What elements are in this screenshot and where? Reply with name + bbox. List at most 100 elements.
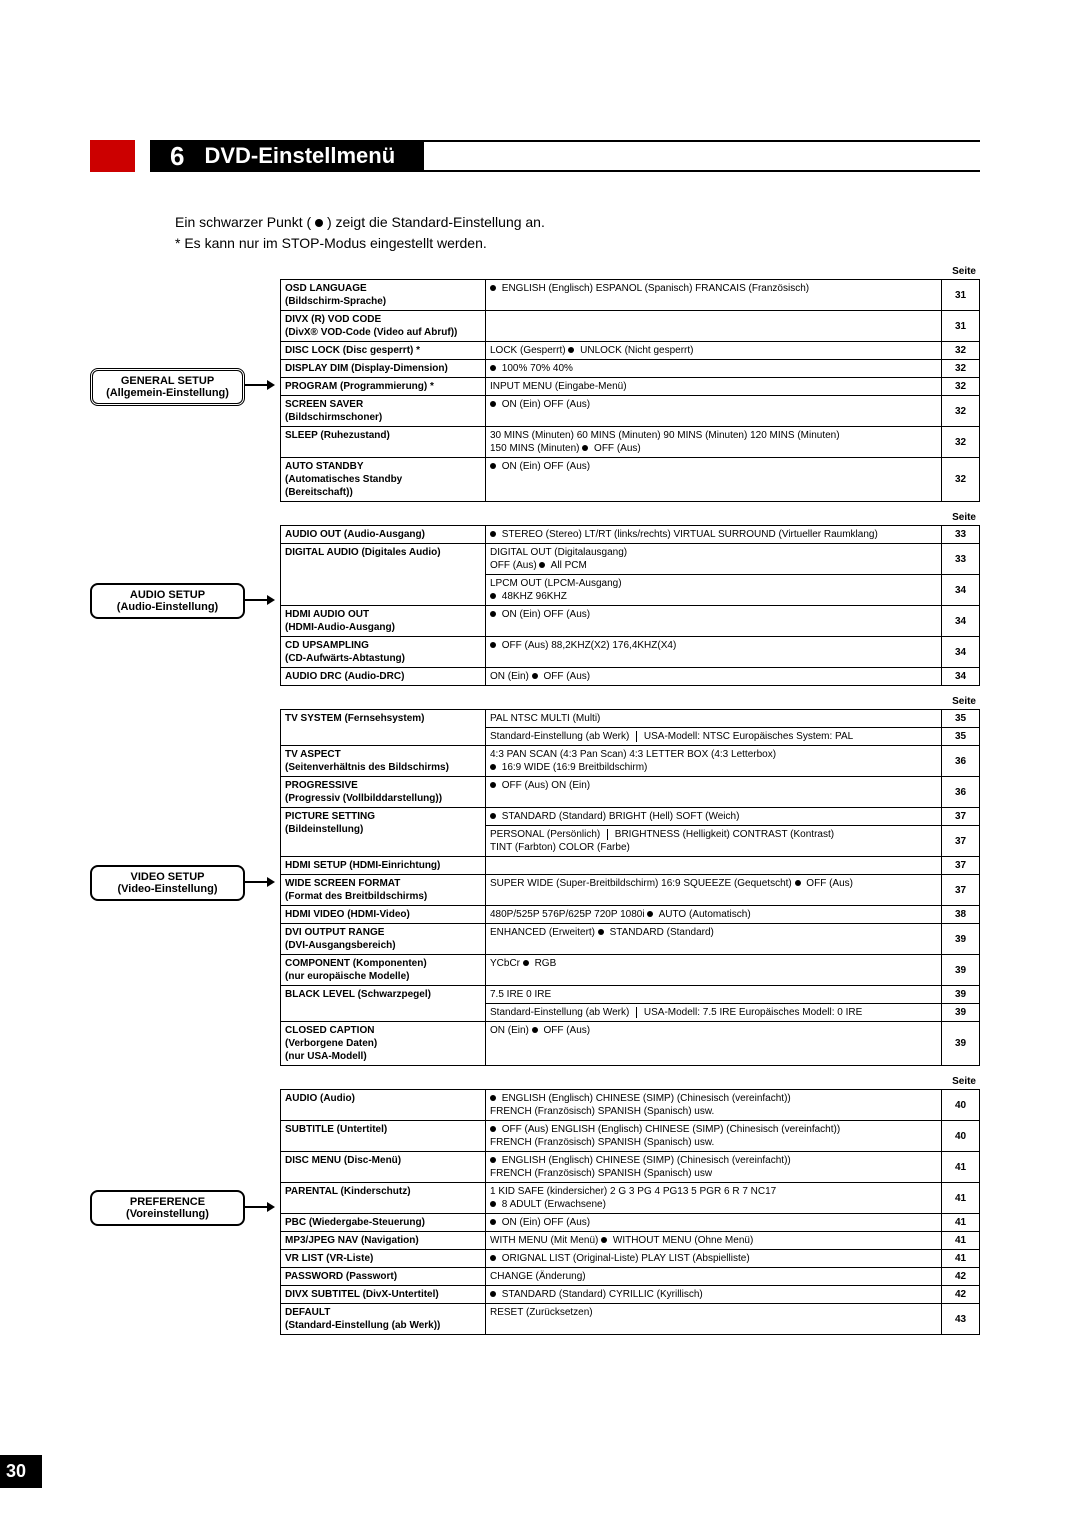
setting-label: WIDE SCREEN FORMAT(Format des Breitbilds… [281, 875, 486, 906]
chapter-header: 6 DVD-Einstellmenü [90, 140, 980, 172]
setting-options: 100% 70% 40% [486, 360, 942, 378]
setting-options: Standard-Einstellung (ab Werk) USA-Model… [486, 728, 942, 746]
setting-page: 38 [942, 906, 980, 924]
setting-options: 1 KID SAFE (kindersicher) 2 G 3 PG 4 PG1… [486, 1183, 942, 1214]
setting-options: STANDARD (Standard) CYRILLIC (Kyrillisch… [486, 1286, 942, 1304]
setting-label: DEFAULT(Standard-Einstellung (ab Werk)) [281, 1304, 486, 1335]
setting-options: OFF (Aus) 88,2KHZ(X2) 176,4KHZ(X4) [486, 637, 942, 668]
setting-page: 41 [942, 1183, 980, 1214]
setting-label: HDMI SETUP (HDMI-Einrichtung) [281, 857, 486, 875]
table-row: HDMI SETUP (HDMI-Einrichtung) 37 [281, 857, 980, 875]
setting-options: RESET (Zurücksetzen) [486, 1304, 942, 1335]
setting-label: PASSWORD (Passwort) [281, 1268, 486, 1286]
setting-options: STEREO (Stereo) LT/RT (links/rechts) VIR… [486, 526, 942, 544]
chapter-number: 6 [160, 141, 194, 172]
chapter-title: DVD-Einstellmenü [194, 143, 415, 169]
seite-label: Seite [280, 266, 980, 277]
setting-options: OFF (Aus) ENGLISH (Englisch) CHINESE (SI… [486, 1121, 942, 1152]
setting-label: AUDIO DRC (Audio-DRC) [281, 668, 486, 686]
category-box-general: GENERAL SETUP(Allgemein-Einstellung) [90, 368, 245, 406]
setting-options: LOCK (Gesperrt) UNLOCK (Nicht gesperrt) [486, 342, 942, 360]
table-row: DIVX (R) VOD CODE(DivX® VOD-Code (Video … [281, 311, 980, 342]
setting-page: 34 [942, 637, 980, 668]
setting-options: ON (Ein) OFF (Aus) [486, 1214, 942, 1232]
setting-label: CD UPSAMPLING(CD-Aufwärts-Abtastung) [281, 637, 486, 668]
setting-page: 37 [942, 857, 980, 875]
setting-options: ON (Ein) OFF (Aus) [486, 606, 942, 637]
table-row: AUDIO OUT (Audio-Ausgang) STEREO (Stereo… [281, 526, 980, 544]
arrow-icon [245, 599, 273, 601]
setting-page: 37 [942, 875, 980, 906]
table-row: TV ASPECT(Seitenverhältnis des Bildschir… [281, 746, 980, 777]
table-row: DEFAULT(Standard-Einstellung (ab Werk))R… [281, 1304, 980, 1335]
table-row: SCREEN SAVER(Bildschirmschoner) ON (Ein)… [281, 396, 980, 427]
setting-options: PERSONAL (Persönlich) BRIGHTNESS (Hellig… [486, 826, 942, 857]
setting-label: PROGRAM (Programmierung) * [281, 378, 486, 396]
setting-label: AUDIO (Audio) [281, 1090, 486, 1121]
setting-page: 41 [942, 1214, 980, 1232]
setting-options [486, 857, 942, 875]
table-row: PROGRESSIVE(Progressiv (Vollbilddarstell… [281, 777, 980, 808]
setting-page: 37 [942, 808, 980, 826]
setting-options: ENGLISH (Englisch) ESPANOL (Spanisch) FR… [486, 280, 942, 311]
setting-label: DIVX (R) VOD CODE(DivX® VOD-Code (Video … [281, 311, 486, 342]
setting-label: TV ASPECT(Seitenverhältnis des Bildschir… [281, 746, 486, 777]
setting-page: 34 [942, 575, 980, 606]
setting-options: ON (Ein) OFF (Aus) [486, 458, 942, 502]
settings-table: AUDIO (Audio) ENGLISH (Englisch) CHINESE… [280, 1089, 980, 1335]
setting-page: 32 [942, 360, 980, 378]
category-box-audio: AUDIO SETUP(Audio-Einstellung) [90, 583, 245, 619]
table-row: CLOSED CAPTION(Verborgene Daten)(nur USA… [281, 1022, 980, 1066]
setting-label: VR LIST (VR-Liste) [281, 1250, 486, 1268]
bullet-icon [315, 219, 323, 227]
setting-options: 4:3 PAN SCAN (4:3 Pan Scan) 4:3 LETTER B… [486, 746, 942, 777]
category-column: GENERAL SETUP(Allgemein-Einstellung) AUDI… [90, 266, 280, 1345]
setting-page: 36 [942, 746, 980, 777]
setting-options: ENGLISH (Englisch) CHINESE (SIMP) (Chine… [486, 1090, 942, 1121]
setting-page: 42 [942, 1268, 980, 1286]
category-box-video: VIDEO SETUP(Video-Einstellung) [90, 865, 245, 901]
table-row: MP3/JPEG NAV (Navigation)WITH MENU (Mit … [281, 1232, 980, 1250]
setting-label: DIVX SUBTITEL (DivX-Untertitel) [281, 1286, 486, 1304]
setting-options: STANDARD (Standard) BRIGHT (Hell) SOFT (… [486, 808, 942, 826]
table-row: PROGRAM (Programmierung) *INPUT MENU (Ei… [281, 378, 980, 396]
setting-options: DIGITAL OUT (Digitalausgang)OFF (Aus) Al… [486, 544, 942, 575]
setting-label: HDMI AUDIO OUT(HDMI-Audio-Ausgang) [281, 606, 486, 637]
table-row: DIVX SUBTITEL (DivX-Untertitel) STANDARD… [281, 1286, 980, 1304]
setting-options: PAL NTSC MULTI (Multi) [486, 710, 942, 728]
setting-page: 33 [942, 526, 980, 544]
setting-label: DISPLAY DIM (Display-Dimension) [281, 360, 486, 378]
chapter-rule [424, 140, 980, 172]
setting-page: 42 [942, 1286, 980, 1304]
setting-options: INPUT MENU (Eingabe-Menü) [486, 378, 942, 396]
setting-label: CLOSED CAPTION(Verborgene Daten)(nur USA… [281, 1022, 486, 1066]
setting-page: 43 [942, 1304, 980, 1335]
table-row: AUDIO DRC (Audio-DRC)ON (Ein) OFF (Aus)3… [281, 668, 980, 686]
intro-line1a: Ein schwarzer Punkt ( [175, 214, 311, 230]
setting-label: SUBTITLE (Untertitel) [281, 1121, 486, 1152]
table-row: PASSWORD (Passwort)CHANGE (Änderung)42 [281, 1268, 980, 1286]
setting-page: 31 [942, 280, 980, 311]
setting-options: YCbCr RGB [486, 955, 942, 986]
table-row: PARENTAL (Kinderschutz)1 KID SAFE (kinde… [281, 1183, 980, 1214]
setting-label: HDMI VIDEO (HDMI-Video) [281, 906, 486, 924]
setting-label: PBC (Wiedergabe-Steuerung) [281, 1214, 486, 1232]
setting-page: 39 [942, 986, 980, 1004]
table-row: BLACK LEVEL (Schwarzpegel)7.5 IRE 0 IRE3… [281, 986, 980, 1004]
setting-page: 37 [942, 826, 980, 857]
setting-label: TV SYSTEM (Fernsehsystem) [281, 710, 486, 746]
setting-page: 32 [942, 458, 980, 502]
setting-options: WITH MENU (Mit Menü) WITHOUT MENU (Ohne … [486, 1232, 942, 1250]
table-row: DISPLAY DIM (Display-Dimension) 100% 70%… [281, 360, 980, 378]
setting-options: OFF (Aus) ON (Ein) [486, 777, 942, 808]
table-row: PBC (Wiedergabe-Steuerung) ON (Ein) OFF … [281, 1214, 980, 1232]
setting-options: ON (Ein) OFF (Aus) [486, 668, 942, 686]
setting-label: AUDIO OUT (Audio-Ausgang) [281, 526, 486, 544]
table-row: DIGITAL AUDIO (Digitales Audio)DIGITAL O… [281, 544, 980, 575]
table-row: CD UPSAMPLING(CD-Aufwärts-Abtastung) OFF… [281, 637, 980, 668]
table-row: PICTURE SETTING(Bildeinstellung) STANDAR… [281, 808, 980, 826]
arrow-icon [245, 384, 273, 386]
table-row: COMPONENT (Komponenten)(nur europäische … [281, 955, 980, 986]
setting-label: PROGRESSIVE(Progressiv (Vollbilddarstell… [281, 777, 486, 808]
setting-page: 40 [942, 1121, 980, 1152]
